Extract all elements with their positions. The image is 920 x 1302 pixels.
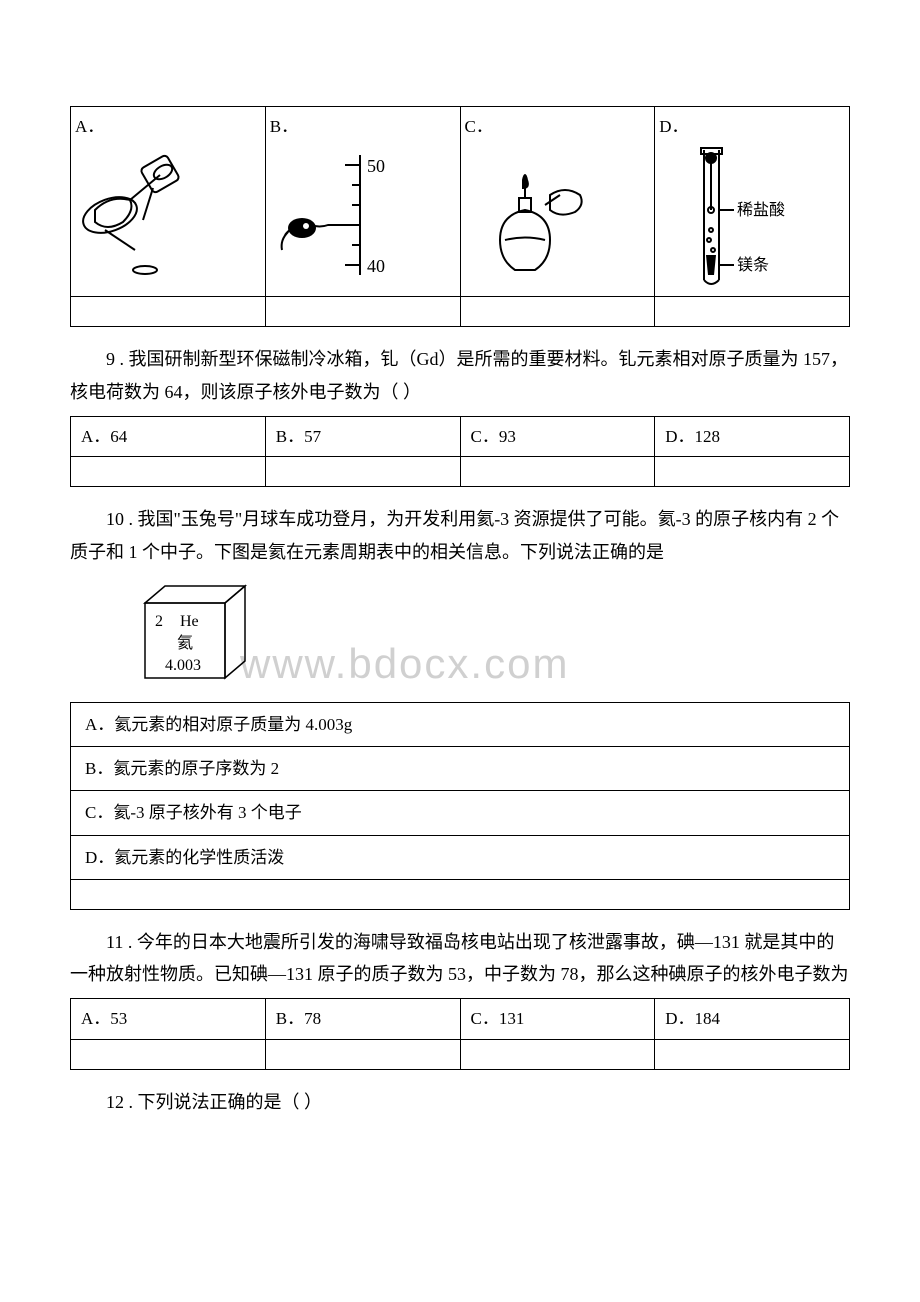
element-number: 2: [155, 613, 163, 630]
q8-options-table: A． B． 50: [70, 106, 850, 327]
label-acid: 稀盐酸: [737, 201, 785, 219]
q11-option-a: A．53: [71, 999, 266, 1039]
q8-option-b-cell: B． 50 40: [265, 107, 460, 297]
q8-blank-b: [265, 297, 460, 327]
q9-blank-c: [460, 457, 655, 487]
q11-text: 11 . 今年的日本大地震所引发的海啸导致福岛核电站出现了核泄露事故，碘—131…: [70, 926, 850, 991]
q9-blank-b: [265, 457, 460, 487]
tick-50: 50: [367, 156, 385, 176]
element-name: 氦: [177, 634, 193, 652]
q9-blank-a: [71, 457, 266, 487]
q10-option-b: B．氦元素的原子序数为 2: [71, 747, 850, 791]
test-tube-pour-icon: [75, 140, 215, 280]
q11-option-b: B．78: [265, 999, 460, 1039]
q8-option-b-label: B．: [270, 113, 298, 140]
q9-option-b: B．57: [265, 416, 460, 456]
q10-option-a: A．氦元素的相对原子质量为 4.003g: [71, 702, 850, 746]
q9-blank-d: [655, 457, 850, 487]
q8-option-c-label: C．: [465, 113, 493, 140]
q9-option-c: C．93: [460, 416, 655, 456]
q10-option-d: D．氦元素的化学性质活泼: [71, 835, 850, 879]
q9-options-table: A．64 B．57 C．93 D．128: [70, 416, 850, 487]
q10-option-c: C．氦-3 原子核外有 3 个电子: [71, 791, 850, 835]
periodic-table-element-box: 2 He 氦 4.003: [130, 578, 850, 688]
q8-blank-a: [71, 297, 266, 327]
q8-option-a-cell: A．: [71, 107, 266, 297]
label-mg: 镁条: [737, 256, 769, 274]
q8-option-d-label: D．: [659, 113, 688, 140]
element-symbol: He: [180, 613, 199, 630]
q8-option-a-label: A．: [75, 113, 104, 140]
q8-option-c-cell: C．: [460, 107, 655, 297]
tick-40: 40: [367, 256, 385, 276]
q9-option-a: A．64: [71, 416, 266, 456]
q11-blank-b: [265, 1039, 460, 1069]
q11-options-table: A．53 B．78 C．131 D．184: [70, 998, 850, 1069]
q10-text: 10 . 我国"玉兔号"月球车成功登月，为开发利用氦-3 资源提供了可能。氦-3…: [70, 503, 850, 568]
alcohol-lamp-light-icon: [465, 140, 605, 280]
q11-option-d: D．184: [655, 999, 850, 1039]
q11-blank-d: [655, 1039, 850, 1069]
q11-blank-a: [71, 1039, 266, 1069]
q9-text: 9 . 我国研制新型环保磁制冷冰箱，钆（Gd）是所需的重要材料。钆元素相对原子质…: [70, 343, 850, 408]
q8-option-d-cell: D． 稀盐酸 镁条: [655, 107, 850, 297]
q9-option-d: D．128: [655, 416, 850, 456]
q12-text: 12 . 下列说法正确的是（ ）: [70, 1086, 850, 1118]
q10-options-table: A．氦元素的相对原子质量为 4.003g B．氦元素的原子序数为 2 C．氦-3…: [70, 702, 850, 910]
q8-blank-c: [460, 297, 655, 327]
q10-blank: [71, 879, 850, 909]
q11-blank-c: [460, 1039, 655, 1069]
q8-blank-d: [655, 297, 850, 327]
hydrogen-generator-icon: 稀盐酸 镁条: [659, 140, 809, 290]
graduated-cylinder-read-icon: 50 40: [270, 140, 410, 280]
element-mass: 4.003: [165, 657, 201, 674]
q11-option-c: C．131: [460, 999, 655, 1039]
